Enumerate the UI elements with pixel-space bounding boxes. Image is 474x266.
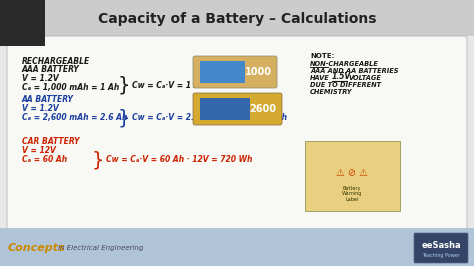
FancyBboxPatch shape [193, 93, 282, 125]
FancyBboxPatch shape [305, 141, 400, 211]
Text: 1.5V: 1.5V [332, 72, 351, 81]
Text: Cₐ = 1,000 mAh = 1 Ah: Cₐ = 1,000 mAh = 1 Ah [22, 83, 119, 92]
Text: Battery
Warning
Label: Battery Warning Label [342, 186, 362, 202]
FancyBboxPatch shape [7, 36, 467, 234]
Text: V = 12V: V = 12V [22, 146, 56, 155]
Text: HAVE: HAVE [310, 75, 330, 81]
Text: NOTE:: NOTE: [310, 53, 334, 59]
FancyBboxPatch shape [0, 0, 474, 36]
Text: VOLTAGE: VOLTAGE [349, 75, 382, 81]
Text: AA BATTERY: AA BATTERY [22, 95, 74, 104]
Text: 1000: 1000 [245, 67, 272, 77]
Text: NON-CHARGEABLE: NON-CHARGEABLE [310, 61, 379, 67]
Text: AAA AND AA BATTERIES: AAA AND AA BATTERIES [310, 68, 399, 74]
Text: 2600: 2600 [249, 104, 276, 114]
Text: ⚠ ⊘ ⚠: ⚠ ⊘ ⚠ [336, 168, 368, 178]
Text: Cᴡ = Cₐ·V = 60 Ah · 12V = 720 Wh: Cᴡ = Cₐ·V = 60 Ah · 12V = 720 Wh [106, 155, 252, 164]
FancyBboxPatch shape [0, 228, 474, 266]
Text: }: } [92, 151, 104, 169]
Text: V = 1.2V: V = 1.2V [22, 74, 59, 83]
FancyBboxPatch shape [200, 61, 245, 83]
Text: AAA BATTERY: AAA BATTERY [22, 65, 80, 74]
Text: }: } [118, 109, 130, 127]
Text: }: } [118, 76, 130, 94]
FancyBboxPatch shape [200, 98, 250, 120]
Text: Capacity of a Battery – Calculations: Capacity of a Battery – Calculations [98, 12, 376, 26]
Text: DUE TO DIFFERENT: DUE TO DIFFERENT [310, 82, 381, 88]
Text: RECHARGEABLE: RECHARGEABLE [22, 57, 90, 66]
Text: eeSasha: eeSasha [421, 242, 461, 251]
Text: Teaching Power: Teaching Power [422, 252, 460, 257]
Text: Cᴡ = Cₐ·V = 1 Ah · 1.2V = 1.2 Wh: Cᴡ = Cₐ·V = 1 Ah · 1.2V = 1.2 Wh [132, 81, 273, 89]
FancyBboxPatch shape [414, 233, 468, 263]
Text: in Electrical Engineering: in Electrical Engineering [58, 245, 144, 251]
Text: Cᴡ = Cₐ·V = 2.6 Ah · 1.2V = 3.12 Wh: Cᴡ = Cₐ·V = 2.6 Ah · 1.2V = 3.12 Wh [132, 113, 287, 122]
Text: Cₐ = 60 Ah: Cₐ = 60 Ah [22, 155, 67, 164]
Text: V = 1.2V: V = 1.2V [22, 104, 59, 113]
Text: Concepts: Concepts [8, 243, 66, 253]
Text: Cₐ = 2,600 mAh = 2.6 Ah: Cₐ = 2,600 mAh = 2.6 Ah [22, 113, 128, 122]
Text: CAR BATTERY: CAR BATTERY [22, 137, 80, 146]
Text: CHEMISTRY: CHEMISTRY [310, 89, 353, 95]
FancyBboxPatch shape [0, 0, 45, 46]
FancyBboxPatch shape [193, 56, 277, 88]
